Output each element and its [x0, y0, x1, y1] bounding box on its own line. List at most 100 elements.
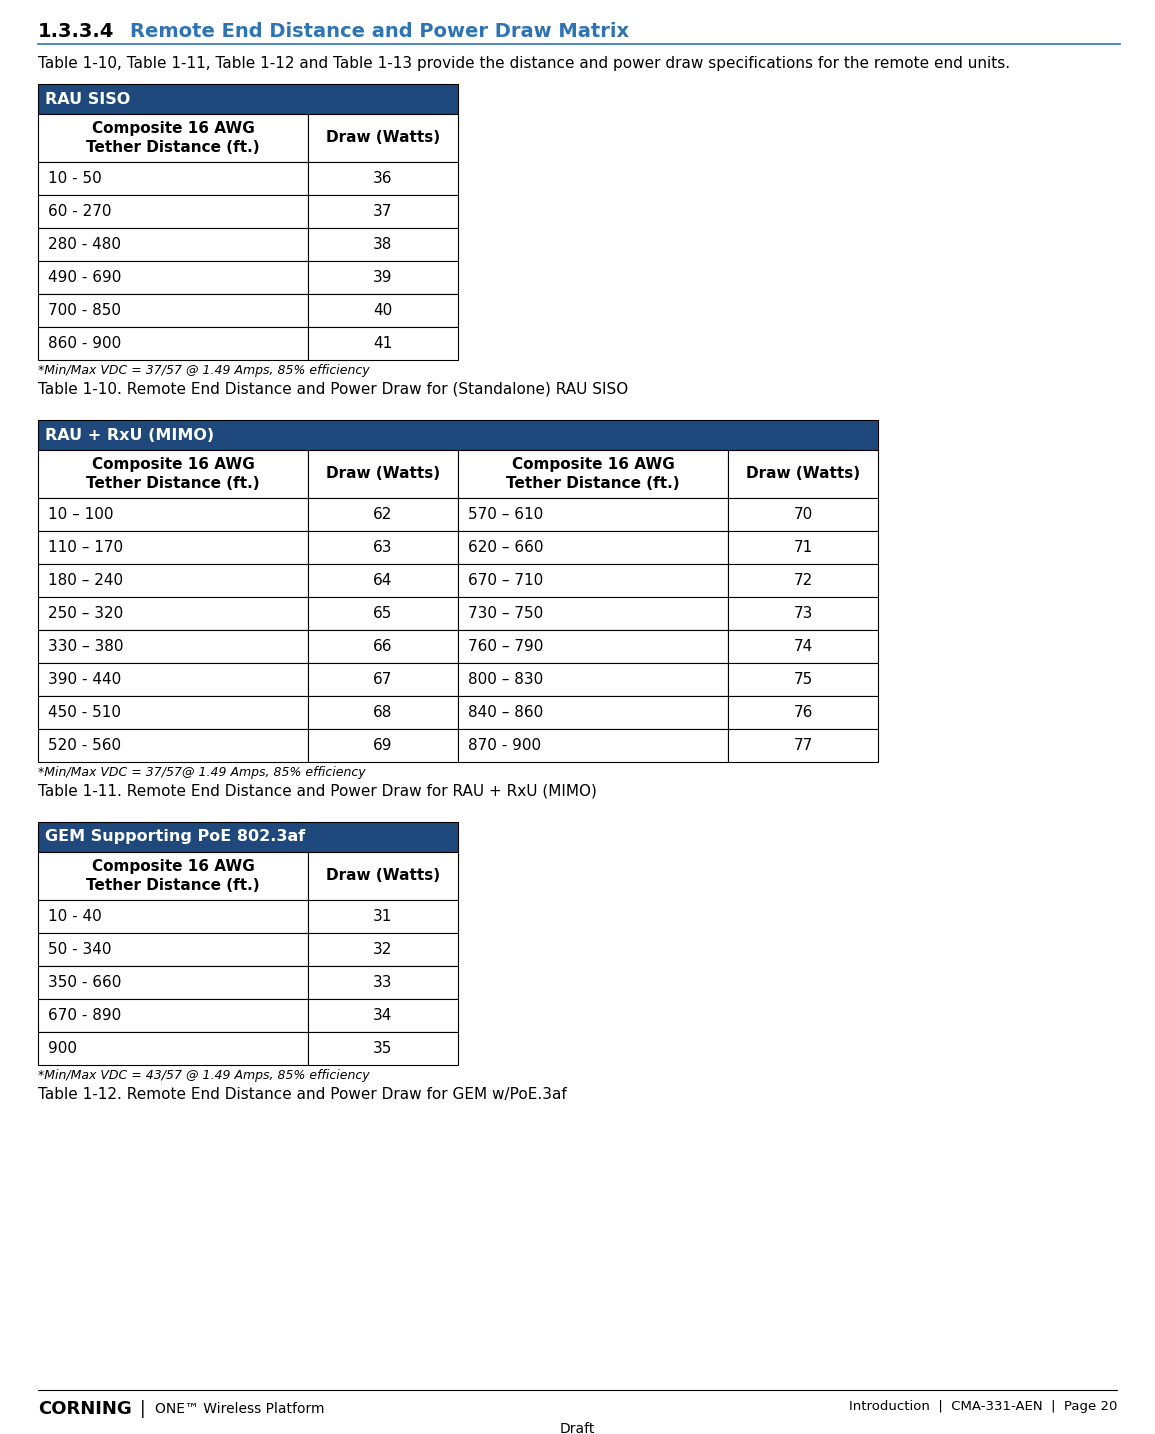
Bar	[38, 934, 308, 967]
Bar	[38, 564, 308, 597]
Text: 70: 70	[793, 508, 813, 522]
Text: 450 - 510: 450 - 510	[49, 706, 121, 720]
Text: 39: 39	[373, 270, 393, 285]
Bar	[728, 531, 878, 564]
Text: 250 – 320: 250 – 320	[49, 607, 124, 621]
Bar	[728, 728, 878, 761]
Text: 60 - 270: 60 - 270	[49, 204, 112, 219]
Bar	[728, 450, 878, 498]
Text: Composite 16 AWG: Composite 16 AWG	[512, 457, 675, 472]
Bar	[459, 695, 728, 728]
Bar	[459, 597, 728, 630]
Bar	[308, 498, 459, 531]
Text: 62: 62	[373, 508, 393, 522]
Text: GEM Supporting PoE 802.3af: GEM Supporting PoE 802.3af	[45, 829, 305, 845]
Bar	[38, 901, 308, 934]
Text: 620 – 660: 620 – 660	[468, 541, 544, 555]
Bar	[308, 294, 459, 327]
Bar	[308, 228, 459, 261]
Text: 33: 33	[373, 975, 393, 989]
Bar	[308, 195, 459, 228]
Bar	[38, 531, 308, 564]
Bar	[38, 294, 308, 327]
Bar	[459, 450, 728, 498]
Text: 730 – 750: 730 – 750	[468, 607, 543, 621]
Text: 34: 34	[373, 1008, 393, 1022]
Text: 800 – 830: 800 – 830	[468, 673, 543, 687]
Text: 840 – 860: 840 – 860	[468, 706, 543, 720]
Bar	[308, 999, 459, 1032]
Text: 350 - 660: 350 - 660	[49, 975, 121, 989]
Text: 10 – 100: 10 – 100	[49, 508, 113, 522]
Bar	[38, 162, 308, 195]
Bar	[728, 695, 878, 728]
Text: 41: 41	[373, 336, 393, 351]
Bar	[308, 113, 459, 162]
Text: 900: 900	[49, 1041, 77, 1055]
Text: 670 – 710: 670 – 710	[468, 574, 543, 588]
Text: 73: 73	[793, 607, 813, 621]
Bar	[38, 195, 308, 228]
Bar	[308, 728, 459, 761]
Text: |: |	[140, 1400, 146, 1418]
Bar	[38, 1032, 308, 1065]
Text: ONE™ Wireless Platform: ONE™ Wireless Platform	[155, 1402, 325, 1415]
Bar	[38, 852, 308, 901]
Text: 280 - 480: 280 - 480	[49, 237, 121, 252]
Bar	[308, 450, 459, 498]
Bar	[38, 999, 308, 1032]
Bar	[38, 630, 308, 663]
Bar	[459, 531, 728, 564]
Text: 74: 74	[793, 640, 813, 654]
Text: Table 1-10. Remote End Distance and Power Draw for (Standalone) RAU SISO: Table 1-10. Remote End Distance and Powe…	[38, 381, 628, 397]
Text: Tether Distance (ft.): Tether Distance (ft.)	[87, 476, 260, 490]
Text: CORNING: CORNING	[38, 1400, 132, 1418]
Text: Table 1-12. Remote End Distance and Power Draw for GEM w/PoE.3af: Table 1-12. Remote End Distance and Powe…	[38, 1087, 567, 1101]
Bar	[308, 531, 459, 564]
Text: 32: 32	[373, 942, 393, 956]
Bar	[308, 162, 459, 195]
Text: 390 - 440: 390 - 440	[49, 673, 121, 687]
Text: RAU SISO: RAU SISO	[45, 92, 131, 106]
Text: Remote End Distance and Power Draw Matrix: Remote End Distance and Power Draw Matri…	[131, 22, 629, 42]
Bar	[459, 498, 728, 531]
Bar	[38, 597, 308, 630]
Text: Composite 16 AWG: Composite 16 AWG	[91, 122, 254, 136]
Text: 76: 76	[793, 706, 813, 720]
Bar	[459, 728, 728, 761]
Bar	[459, 663, 728, 695]
Text: *Min/Max VDC = 43/57 @ 1.49 Amps, 85% efficiency: *Min/Max VDC = 43/57 @ 1.49 Amps, 85% ef…	[38, 1068, 370, 1083]
Text: 520 - 560: 520 - 560	[49, 739, 121, 753]
Text: 38: 38	[373, 237, 393, 252]
Text: 760 – 790: 760 – 790	[468, 640, 543, 654]
Text: Draw (Watts): Draw (Watts)	[746, 466, 860, 482]
Text: 31: 31	[373, 909, 393, 923]
Bar	[38, 663, 308, 695]
Text: 77: 77	[793, 739, 813, 753]
Bar	[38, 695, 308, 728]
Bar	[728, 663, 878, 695]
Text: 71: 71	[793, 541, 813, 555]
Text: 700 - 850: 700 - 850	[49, 303, 121, 318]
Text: 36: 36	[373, 171, 393, 186]
Text: Tether Distance (ft.): Tether Distance (ft.)	[87, 878, 260, 892]
Text: 69: 69	[373, 739, 393, 753]
Bar	[308, 901, 459, 934]
Text: 40: 40	[373, 303, 393, 318]
Bar	[308, 261, 459, 294]
Text: Draw (Watts): Draw (Watts)	[326, 869, 440, 883]
Text: RAU + RxU (MIMO): RAU + RxU (MIMO)	[45, 427, 214, 443]
Text: 670 - 890: 670 - 890	[49, 1008, 121, 1022]
Text: Draw (Watts): Draw (Watts)	[326, 466, 440, 482]
Bar	[38, 327, 308, 360]
Text: Composite 16 AWG: Composite 16 AWG	[91, 457, 254, 472]
Bar	[308, 967, 459, 999]
Bar	[38, 728, 308, 761]
Bar	[38, 498, 308, 531]
Bar	[38, 450, 308, 498]
Text: 67: 67	[373, 673, 393, 687]
Text: 10 - 50: 10 - 50	[49, 171, 102, 186]
Bar	[728, 564, 878, 597]
Text: 870 - 900: 870 - 900	[468, 739, 542, 753]
Text: 68: 68	[373, 706, 393, 720]
